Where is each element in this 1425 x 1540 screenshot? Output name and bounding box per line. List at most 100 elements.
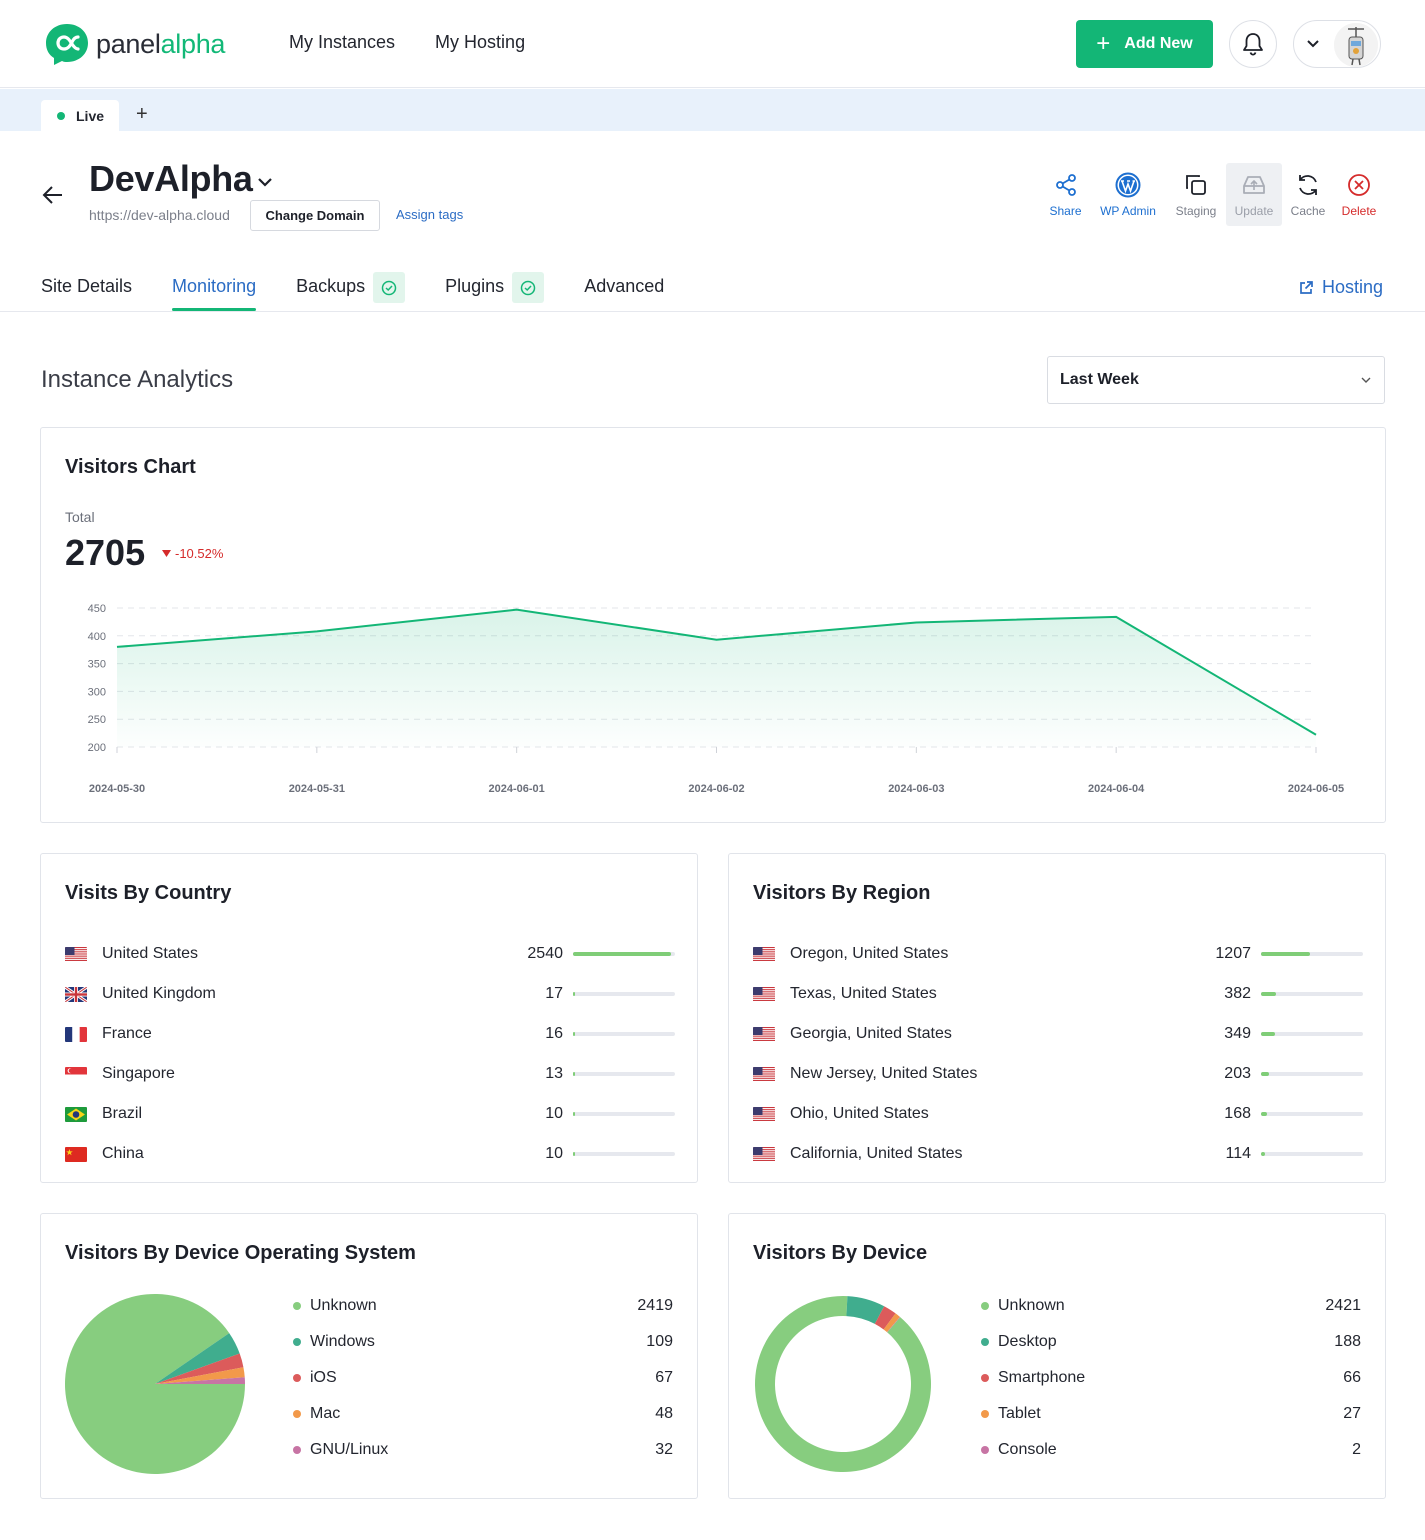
tab-site-details-label: Site Details bbox=[41, 276, 133, 296]
legend-name: Unknown bbox=[998, 1297, 1065, 1314]
legend-value: 2419 bbox=[637, 1297, 673, 1314]
tab-advanced[interactable]: Advanced bbox=[584, 272, 664, 312]
list-item: China 10 bbox=[65, 1134, 675, 1174]
update-button[interactable]: Update bbox=[1226, 163, 1282, 226]
legend-name: Smartphone bbox=[998, 1369, 1086, 1386]
notifications-button[interactable] bbox=[1229, 20, 1277, 68]
wordpress-icon bbox=[1115, 172, 1141, 198]
list-item: United Kingdom 17 bbox=[65, 974, 675, 1014]
legend-item: Unknown 2421 bbox=[981, 1288, 1361, 1324]
x-tick-label: 2024-06-02 bbox=[688, 783, 744, 795]
row-name: California, United States bbox=[790, 1145, 963, 1162]
share-bar-fill bbox=[1261, 952, 1310, 956]
list-item: Brazil 10 bbox=[65, 1094, 675, 1134]
slice-mac bbox=[155, 1367, 245, 1384]
device-legend: Unknown 2421 Desktop 188 Smartphone 66 T… bbox=[981, 1288, 1361, 1468]
tab-monitoring[interactable]: Monitoring bbox=[172, 272, 257, 312]
slice-smartphone bbox=[874, 1306, 896, 1330]
cache-button[interactable]: Cache bbox=[1282, 163, 1334, 226]
logo-icon bbox=[46, 24, 88, 65]
nav-my-hosting[interactable]: My Hosting bbox=[435, 32, 526, 52]
page-title: Instance Analytics bbox=[41, 366, 234, 393]
update-icon bbox=[1243, 176, 1265, 194]
share-bar-fill bbox=[1261, 992, 1276, 996]
legend-item: Console 2 bbox=[981, 1432, 1361, 1468]
list-item: France 16 bbox=[65, 1014, 675, 1054]
share-bar bbox=[1261, 992, 1363, 996]
share-bar-fill bbox=[1261, 1152, 1265, 1156]
share-button[interactable]: Share bbox=[1041, 163, 1090, 226]
staging-button[interactable]: Staging bbox=[1166, 163, 1226, 226]
share-bar-fill bbox=[573, 952, 671, 956]
staging-label: Staging bbox=[1175, 204, 1217, 218]
total-label: Total bbox=[65, 509, 95, 525]
env-tab-live[interactable]: Live bbox=[41, 100, 119, 131]
row-name: New Jersey, United States bbox=[790, 1065, 978, 1082]
legend-name: Tablet bbox=[998, 1405, 1041, 1422]
legend-item: iOS 67 bbox=[293, 1360, 673, 1396]
legend-name: Windows bbox=[310, 1333, 375, 1350]
flag-cn-icon bbox=[65, 1146, 87, 1162]
legend-item: Unknown 2419 bbox=[293, 1288, 673, 1324]
share-bar bbox=[573, 992, 675, 996]
list-item: California, United States 114 bbox=[753, 1134, 1363, 1174]
change-domain-button[interactable]: Change Domain bbox=[250, 200, 380, 231]
user-menu[interactable] bbox=[1293, 20, 1381, 68]
series-area bbox=[117, 609, 1316, 747]
assign-tags-link[interactable]: Assign tags bbox=[396, 207, 464, 222]
bell-icon bbox=[1243, 33, 1263, 56]
add-environment-button[interactable]: + bbox=[136, 103, 148, 125]
share-bar bbox=[573, 1152, 675, 1156]
hosting-link[interactable]: Hosting bbox=[1298, 277, 1383, 298]
date-range-select[interactable]: Last Week bbox=[1047, 356, 1385, 404]
total-delta: -10.52% bbox=[162, 546, 223, 561]
visits-by-country-card: Visits By Country United States 2540 Uni… bbox=[40, 853, 698, 1183]
flag-us-icon bbox=[753, 1026, 775, 1042]
share-bar bbox=[1261, 952, 1363, 956]
add-new-button[interactable]: + Add New bbox=[1076, 20, 1213, 68]
os-legend: Unknown 2419 Windows 109 iOS 67 Mac 48 G… bbox=[293, 1288, 673, 1468]
slice-windows bbox=[155, 1333, 240, 1384]
tab-advanced-label: Advanced bbox=[584, 276, 665, 296]
visitors-by-os-card: Visitors By Device Operating System Unkn… bbox=[40, 1213, 698, 1499]
flag-us-icon bbox=[65, 946, 87, 962]
flag-us-icon bbox=[753, 946, 775, 962]
copy-icon bbox=[1186, 175, 1206, 195]
tab-monitoring-label: Monitoring bbox=[172, 276, 257, 296]
flag-us-icon bbox=[753, 1146, 775, 1162]
list-item: Singapore 13 bbox=[65, 1054, 675, 1094]
flag-br-icon bbox=[65, 1106, 87, 1122]
row-name: Ohio, United States bbox=[790, 1105, 929, 1122]
row-value: 16 bbox=[545, 1025, 563, 1042]
tab-plugins[interactable]: Plugins bbox=[445, 272, 545, 312]
logo[interactable]: panelalpha bbox=[44, 22, 225, 66]
back-button[interactable] bbox=[42, 185, 64, 210]
x-tick-label: 2024-06-04 bbox=[1088, 783, 1145, 795]
avatar bbox=[1334, 23, 1378, 67]
logo-text: panelalpha bbox=[96, 29, 225, 60]
nav-my-instances[interactable]: My Instances bbox=[289, 32, 396, 52]
legend-value: 67 bbox=[655, 1369, 673, 1386]
site-title[interactable]: DevAlpha bbox=[89, 158, 273, 200]
list-item: New Jersey, United States 203 bbox=[753, 1054, 1363, 1094]
legend-dot bbox=[293, 1410, 301, 1418]
visitors-chart-card: Visitors Chart Total 2705 -10.52% 450 400… bbox=[40, 427, 1386, 823]
legend-value: 2421 bbox=[1325, 1297, 1361, 1314]
delete-button[interactable]: Delete bbox=[1334, 163, 1384, 226]
legend-dot bbox=[293, 1302, 301, 1310]
row-name: Singapore bbox=[102, 1065, 175, 1082]
row-name: Texas, United States bbox=[790, 985, 937, 1002]
tab-site-details[interactable]: Site Details bbox=[41, 272, 132, 312]
legend-item: Mac 48 bbox=[293, 1396, 673, 1432]
tabs-divider bbox=[0, 311, 1425, 312]
wp-admin-button[interactable]: WP Admin bbox=[1090, 163, 1166, 226]
tab-backups[interactable]: Backups bbox=[296, 272, 406, 312]
site-title-text: DevAlpha bbox=[89, 158, 253, 199]
add-new-label: Add New bbox=[1124, 35, 1193, 52]
legend-dot bbox=[981, 1410, 989, 1418]
logo-text-alpha: alpha bbox=[160, 28, 226, 59]
row-name: China bbox=[102, 1145, 144, 1162]
caret-down-icon bbox=[162, 550, 171, 557]
list-item: Ohio, United States 168 bbox=[753, 1094, 1363, 1134]
site-url[interactable]: https://dev-alpha.cloud bbox=[89, 207, 230, 223]
